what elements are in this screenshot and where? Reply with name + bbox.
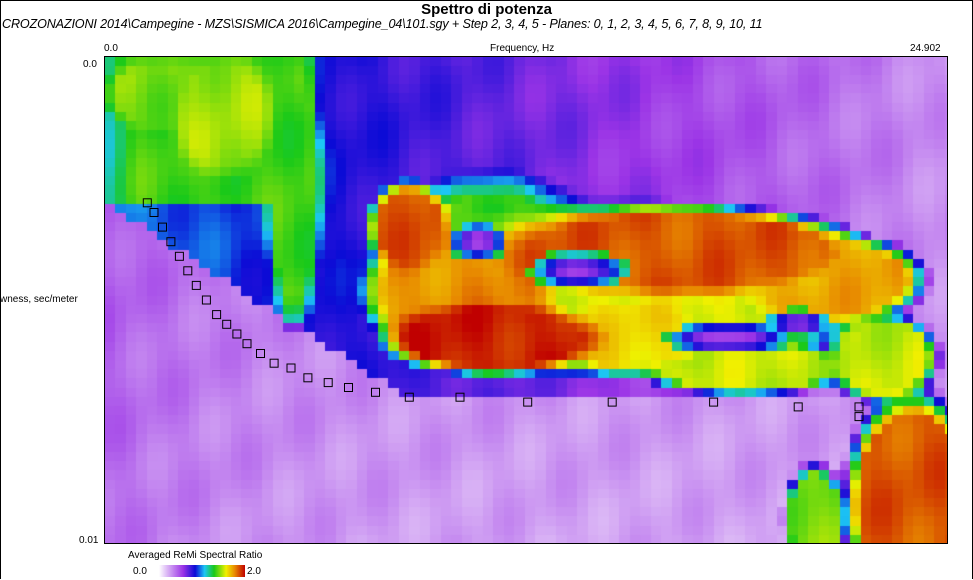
pick-point-21[interactable] (523, 397, 533, 407)
pick-point-12[interactable] (256, 349, 265, 358)
pick-point-6[interactable] (191, 280, 201, 290)
pick-point-7[interactable] (201, 295, 211, 305)
pick-point-11[interactable] (242, 339, 252, 349)
spectral-heatmap[interactable] (105, 57, 947, 543)
heatmap-plot-area[interactable] (104, 56, 948, 544)
pick-point-23[interactable] (709, 397, 719, 407)
pick-point-4[interactable] (174, 251, 184, 261)
pick-point-5[interactable] (183, 266, 193, 276)
pick-point-0[interactable] (142, 198, 152, 208)
pick-point-9[interactable] (222, 319, 232, 329)
pick-point-13[interactable] (269, 358, 279, 368)
pick-point-2[interactable] (158, 222, 167, 232)
colorbar (159, 565, 245, 577)
pick-point-22[interactable] (607, 397, 617, 407)
pick-point-14[interactable] (286, 363, 296, 373)
x-tick-min: 0.0 (104, 43, 118, 54)
chart-title: Spettro di potenza (421, 1, 552, 18)
file-path-subtitle: CROZONAZIONI 2014\Campegine - MZS\SISMIC… (2, 17, 763, 31)
x-tick-max: 24.902 (910, 43, 941, 54)
pick-point-15[interactable] (303, 373, 313, 383)
y-tick-min: 0.0 (83, 59, 97, 70)
colorbar-label: Averaged ReMi Spectral Ratio (128, 550, 263, 561)
x-axis-label: Frequency, Hz (490, 43, 555, 54)
pick-point-19[interactable] (404, 392, 414, 402)
colorbar-min-label: 0.0 (133, 566, 147, 577)
pick-point-17[interactable] (344, 383, 353, 392)
y-tick-max: 0.01 (79, 535, 99, 546)
pick-point-26[interactable] (854, 412, 864, 422)
pick-point-10[interactable] (232, 329, 242, 339)
pick-point-18[interactable] (371, 387, 380, 397)
pick-point-8[interactable] (212, 310, 222, 320)
pick-point-25[interactable] (854, 402, 864, 412)
pick-point-1[interactable] (149, 208, 159, 217)
y-axis-label: wness, sec/meter (0, 294, 78, 305)
pick-point-24[interactable] (793, 402, 803, 412)
dispersion-picks[interactable] (105, 57, 947, 543)
pick-point-3[interactable] (166, 237, 176, 247)
pick-point-20[interactable] (455, 392, 465, 402)
pick-point-16[interactable] (323, 378, 333, 388)
colorbar-max-label: 2.0 (247, 566, 261, 577)
